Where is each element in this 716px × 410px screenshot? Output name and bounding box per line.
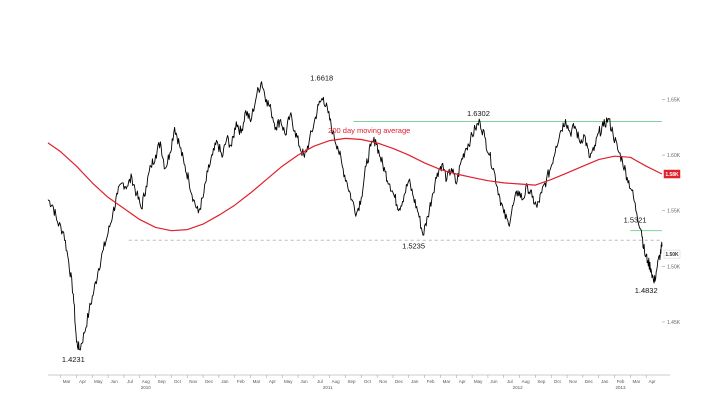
- annotation-label-0: 1.6618: [310, 74, 333, 83]
- x-tick-label-12: Mar: [253, 379, 261, 384]
- year-label-1: 2011: [323, 385, 333, 390]
- annotation-label-6: 1.4231: [62, 355, 85, 364]
- x-tick-label-4: Jul: [127, 379, 133, 384]
- x-tick-label-13: Apr: [269, 379, 277, 384]
- x-tick-label-18: Sep: [347, 379, 356, 384]
- x-tick-label-24: Mar: [443, 379, 451, 384]
- value-marker-box-1: [663, 249, 681, 259]
- x-tick-label-34: Jan: [601, 379, 609, 384]
- x-tick-label-16: Jul: [317, 379, 323, 384]
- x-tick-label-3: Jun: [111, 379, 119, 384]
- y-axis: 1.45K 1.50K 1.55K 1.60K 1.65K 1.58K 1.50K: [662, 97, 681, 326]
- year-label-2: 2012: [513, 385, 524, 390]
- annotation-label-3: 1.5321: [624, 215, 647, 224]
- x-tick-label-21: Dec: [395, 379, 404, 384]
- y-tick-label-4: 1.65K: [667, 97, 681, 103]
- x-axis: Mar Apr May Jun Jul Aug Sep Oct Nov Dec Jan Feb Mar A…: [48, 374, 670, 390]
- reference-lines: [128, 121, 662, 241]
- annotation-layer: 1.6618 1.6302 200 day moving average 1.5321…: [62, 74, 658, 364]
- annotation-label-1: 1.6302: [467, 109, 490, 118]
- x-tick-label-25: Apr: [459, 379, 467, 384]
- y-tick-label-3: 1.60K: [667, 153, 681, 159]
- x-tick-label-33: Dec: [585, 379, 594, 384]
- x-tick-label-31: Oct: [554, 379, 562, 384]
- x-tick-label-10: Jan: [221, 379, 229, 384]
- y-tick-label-1: 1.50K: [667, 264, 681, 270]
- x-tick-label-7: Oct: [174, 379, 182, 384]
- value-marker-box-0: [663, 169, 681, 179]
- x-tick-label-22: Jan: [411, 379, 419, 384]
- x-tick-label-20: Nov: [379, 379, 388, 384]
- x-tick-label-26: May: [474, 379, 483, 384]
- annotation-label-4: 1.5235: [402, 242, 425, 251]
- price-series-line: [47, 81, 663, 351]
- x-tick-label-23: Feb: [427, 379, 435, 384]
- x-tick-label-35: Feb: [617, 379, 625, 384]
- x-tick-label-27: Jun: [490, 379, 498, 384]
- x-tick-label-11: Feb: [237, 379, 245, 384]
- y-tick-label-2: 1.55K: [667, 209, 681, 215]
- x-tick-label-30: Sep: [537, 379, 546, 384]
- year-label-3: 2013: [616, 385, 627, 390]
- moving-average-line: [47, 137, 663, 232]
- annotation-label-2: 200 day moving average: [328, 126, 410, 135]
- x-tick-label-37: Apr: [649, 379, 657, 384]
- x-tick-label-0: Mar: [63, 379, 71, 384]
- x-tick-label-2: May: [94, 379, 103, 384]
- x-tick-label-28: Jul: [507, 379, 513, 384]
- x-tick-label-17: Aug: [332, 379, 341, 384]
- x-tick-label-36: Mar: [632, 379, 640, 384]
- x-tick-label-5: Aug: [142, 379, 151, 384]
- x-tick-label-19: Oct: [364, 379, 372, 384]
- year-label-0: 2010: [141, 385, 152, 390]
- x-tick-label-15: Jun: [300, 379, 308, 384]
- x-tick-label-14: May: [284, 379, 293, 384]
- x-tick-label-9: Dec: [205, 379, 214, 384]
- x-tick-label-8: Nov: [189, 379, 198, 384]
- x-tick-label-29: Aug: [522, 379, 531, 384]
- value-marker-label-0: 1.58K: [665, 172, 679, 178]
- y-tick-label-0: 1.45K: [667, 320, 681, 326]
- annotation-label-5: 1.4832: [635, 286, 658, 295]
- value-marker-label-1: 1.50K: [665, 252, 679, 258]
- x-tick-label-1: Apr: [79, 379, 87, 384]
- series-layer: [47, 81, 663, 351]
- x-tick-label-32: Nov: [569, 379, 578, 384]
- x-tick-label-6: Sep: [158, 379, 167, 384]
